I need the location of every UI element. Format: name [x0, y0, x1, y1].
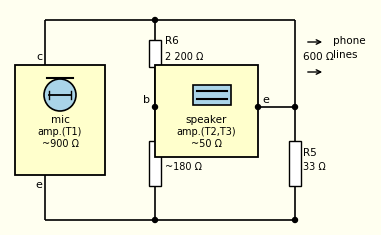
Text: phone: phone	[333, 36, 366, 46]
Text: P1: P1	[165, 149, 178, 158]
Bar	[15, 65, 105, 175]
Circle shape	[152, 218, 157, 223]
Text: R5: R5	[303, 149, 317, 158]
Circle shape	[293, 218, 298, 223]
Text: 2 200 Ω: 2 200 Ω	[165, 51, 203, 62]
Circle shape	[293, 105, 298, 110]
Bar	[289, 141, 301, 186]
Text: ~900 Ω: ~900 Ω	[42, 139, 78, 149]
Text: 600 Ω: 600 Ω	[303, 52, 334, 62]
Text: ~50 Ω: ~50 Ω	[191, 139, 222, 149]
Circle shape	[44, 79, 76, 111]
Text: 33 Ω: 33 Ω	[303, 162, 326, 172]
Bar	[149, 40, 161, 67]
Text: lines: lines	[333, 50, 357, 60]
Text: c: c	[36, 52, 42, 62]
Bar	[149, 141, 161, 186]
Text: ~180 Ω: ~180 Ω	[165, 162, 202, 172]
Text: b: b	[144, 95, 150, 105]
Text: mic: mic	[51, 115, 69, 125]
Circle shape	[152, 105, 157, 110]
Circle shape	[152, 17, 157, 23]
Text: speaker: speaker	[186, 115, 227, 125]
Bar	[155, 65, 258, 157]
Bar	[192, 85, 231, 105]
Text: e: e	[263, 95, 269, 105]
Text: amp.(T2,T3): amp.(T2,T3)	[177, 127, 236, 137]
Circle shape	[256, 105, 261, 110]
Text: R6: R6	[165, 36, 179, 47]
Text: amp.(T1): amp.(T1)	[38, 127, 82, 137]
Text: e: e	[35, 180, 42, 190]
